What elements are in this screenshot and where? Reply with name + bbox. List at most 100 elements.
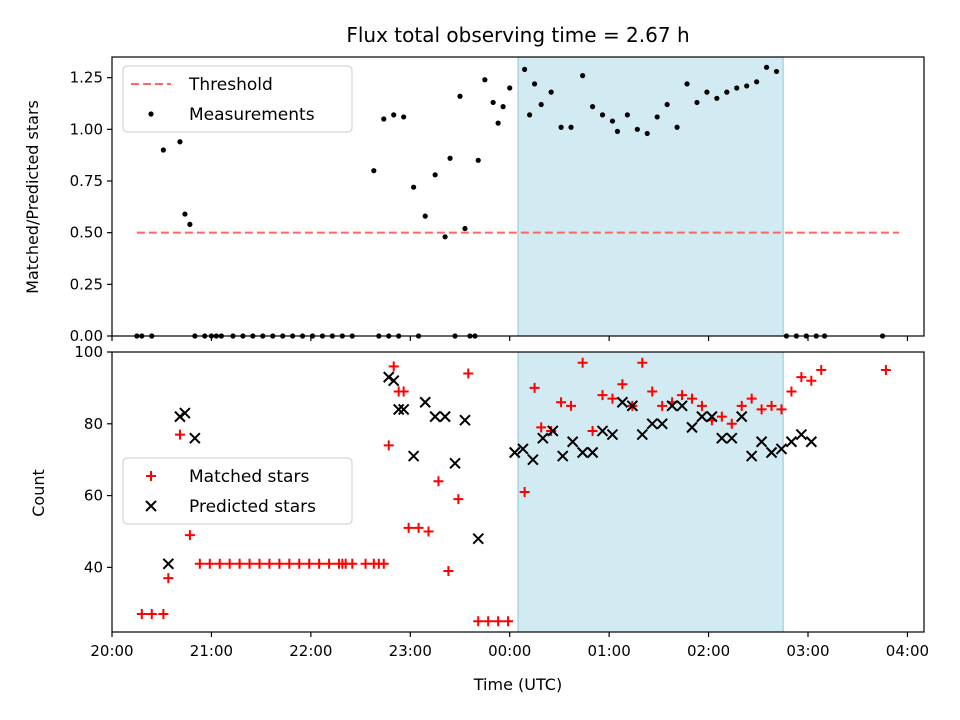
matched-star-point xyxy=(403,522,414,533)
y-tick-label: 0.50 xyxy=(70,224,103,242)
measurement-point xyxy=(724,89,730,95)
matched-star-point xyxy=(796,372,807,383)
measurement-point xyxy=(654,114,660,120)
measurement-point xyxy=(422,213,428,219)
matched-star-point xyxy=(423,526,434,537)
matched-star-point xyxy=(483,616,494,627)
y-tick-label: 40 xyxy=(84,558,103,576)
measurement-point xyxy=(475,157,481,163)
measurement-point xyxy=(495,120,501,126)
matched-star-point xyxy=(687,393,697,404)
matched-star-point xyxy=(304,558,315,569)
measurement-point xyxy=(674,124,680,130)
y-tick-label: 80 xyxy=(84,415,103,433)
bottom-subplot: 40 60 80 100 20:00 21:00 22:00 23:00 00:00 01:00 0… xyxy=(74,343,929,660)
predicted-star-point xyxy=(517,443,529,455)
y-tick-label: 0.00 xyxy=(70,327,103,345)
matched-star-point xyxy=(503,616,514,627)
matched-star-point xyxy=(204,558,215,569)
matched-star-point xyxy=(880,364,891,375)
matched-star-point xyxy=(224,558,235,569)
measurement-point xyxy=(624,112,630,118)
measurement-point xyxy=(401,114,407,120)
predicted-star-point xyxy=(596,425,609,437)
x-tick-label: 03:00 xyxy=(786,642,829,660)
predicted-star-point xyxy=(459,414,471,426)
legend-swatch xyxy=(145,500,157,512)
x-axis-label: Time (UTC) xyxy=(473,675,562,694)
matched-star-point xyxy=(726,418,737,429)
predicted-star-point xyxy=(439,410,451,423)
predicted-star-point xyxy=(616,396,629,408)
matched-star-point xyxy=(383,440,394,451)
predicted-star-point xyxy=(179,407,191,419)
predicted-star-point xyxy=(429,410,441,423)
matched-star-point xyxy=(816,364,827,375)
y-tick-label: 1.00 xyxy=(70,120,103,138)
predicted-star-point xyxy=(576,446,589,459)
y-tick-label: 0.75 xyxy=(70,172,103,190)
predicted-star-point xyxy=(745,450,758,462)
predicted-star-point xyxy=(805,436,818,448)
legend-label: Predicted stars xyxy=(189,497,316,517)
measurement-point xyxy=(773,68,780,75)
matched-star-point xyxy=(284,558,295,569)
matched-star-point xyxy=(647,386,658,397)
measurement-point xyxy=(187,221,193,227)
matched-star-point xyxy=(388,361,399,372)
measurement-point xyxy=(754,79,760,85)
predicted-star-point xyxy=(676,400,688,412)
measurement-point xyxy=(432,172,438,178)
shaded-span xyxy=(517,56,784,337)
matched-star-point xyxy=(746,393,757,404)
bottom-y-axis-label: Count xyxy=(29,469,48,517)
legend xyxy=(122,457,353,525)
y-tick-label: 1.25 xyxy=(70,69,103,87)
matched-star-point xyxy=(453,494,464,505)
matched-star-point xyxy=(756,404,767,415)
measurement-point xyxy=(457,93,463,99)
y-tick-label: 100 xyxy=(74,343,103,361)
top-y-axis-label: Matched/Predicted stars xyxy=(23,100,42,294)
measurement-point xyxy=(411,184,417,190)
matched-star-point xyxy=(174,429,185,440)
x-tick-label: 02:00 xyxy=(687,642,730,660)
measurement-point xyxy=(177,139,183,145)
matched-star-point xyxy=(546,425,557,436)
plot-frame xyxy=(111,351,925,633)
measurement-point xyxy=(442,234,448,240)
x-tick-label: 23:00 xyxy=(389,642,432,660)
measurement-point xyxy=(160,147,166,153)
predicted-star-point xyxy=(686,421,698,434)
matched-star-point xyxy=(136,609,147,620)
measurement-point xyxy=(558,124,564,130)
predicted-star-point xyxy=(666,400,678,412)
measurement-point xyxy=(482,77,488,83)
measurement-point xyxy=(531,81,538,87)
matched-star-point xyxy=(493,616,504,627)
matched-star-point xyxy=(433,476,444,487)
matched-star-point xyxy=(184,530,195,541)
matched-star-point xyxy=(254,558,265,569)
predicted-star-point xyxy=(626,400,639,412)
measurement-point xyxy=(391,112,397,118)
matched-star-point xyxy=(587,425,598,436)
matched-star-point xyxy=(324,558,335,569)
matched-star-point xyxy=(294,558,305,569)
measurement-point xyxy=(462,225,468,232)
plot-frame xyxy=(111,56,925,337)
predicted-star-point xyxy=(586,446,599,459)
matched-star-point xyxy=(536,422,547,433)
predicted-star-point xyxy=(765,446,778,459)
measurement-point xyxy=(614,128,621,134)
predicted-star-point xyxy=(646,418,658,430)
top-subplot: 0.00 0.25 0.50 0.75 1.00 1.25 Threshold Measure… xyxy=(70,56,925,345)
matched-star-point xyxy=(716,411,727,422)
measurement-point xyxy=(644,130,650,137)
shaded-span xyxy=(517,351,784,633)
matched-star-point xyxy=(443,565,454,576)
measurement-point xyxy=(568,124,574,130)
x-tick-label: 00:00 xyxy=(488,642,531,660)
measurement-point xyxy=(580,73,586,79)
legend-label: Matched stars xyxy=(189,467,309,487)
